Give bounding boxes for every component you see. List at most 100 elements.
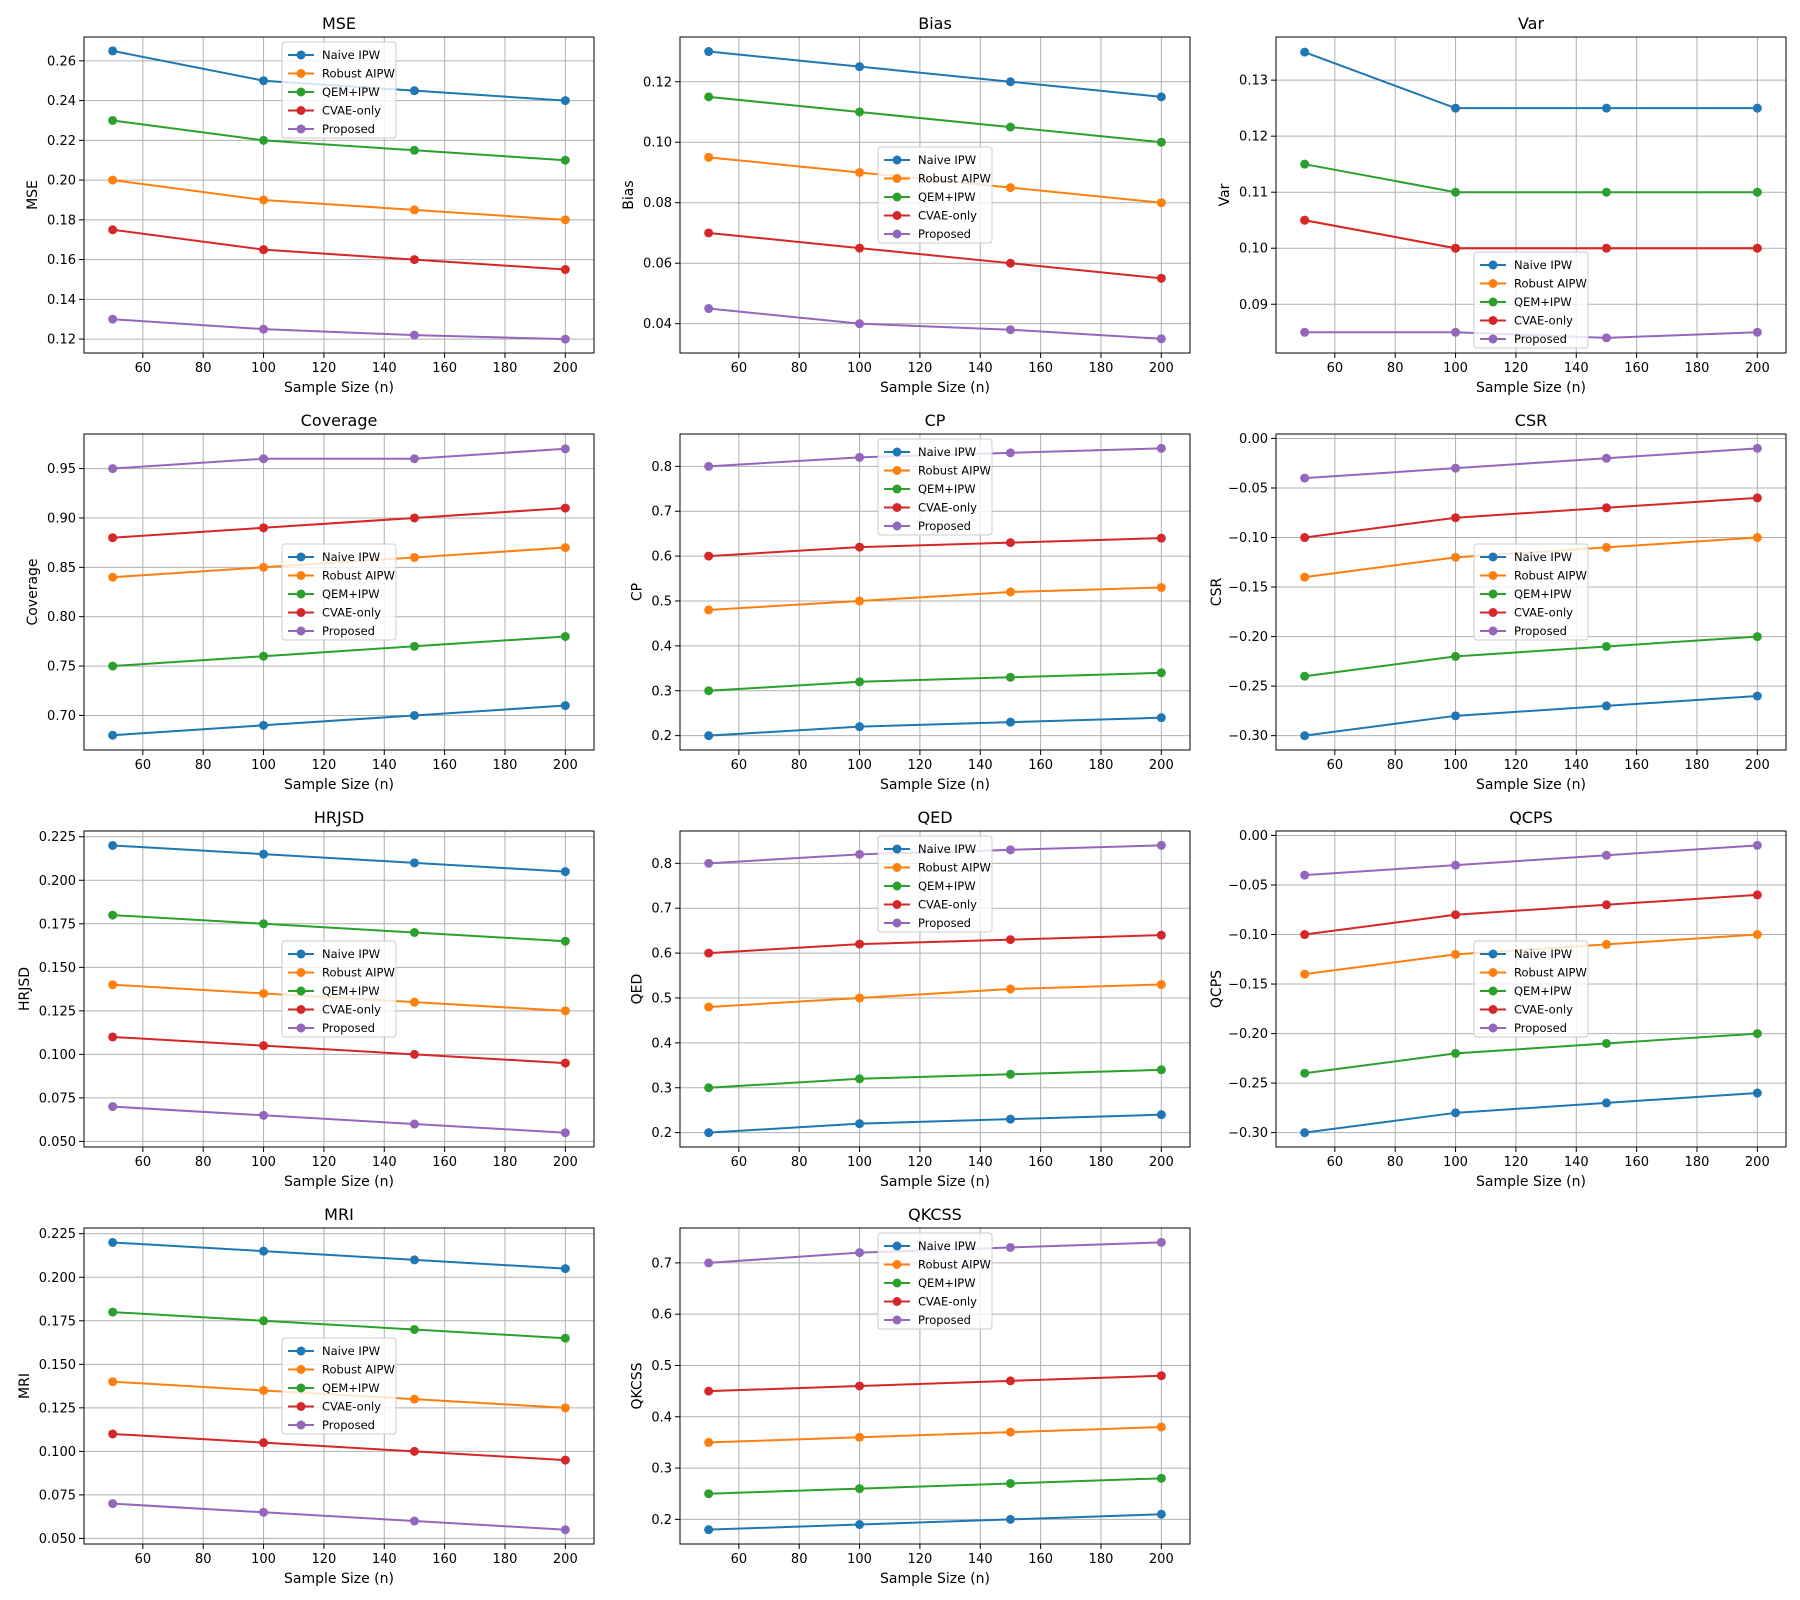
chart-qkcss-legend-marker-robust-aipw [892, 1260, 902, 1269]
chart-cp-legend-box [877, 438, 993, 536]
chart-coverage-series-cvae-only-point [259, 523, 269, 533]
chart-mri-series-cvae-only-point [409, 1446, 419, 1456]
chart-var-series-qem-ipw-line [1304, 163, 1758, 194]
chart-cp-axes-frame [679, 433, 1191, 751]
chart-mri-series-proposed-point [560, 1525, 570, 1535]
chart-mri-series-naive-ipw-point [259, 1246, 269, 1256]
chart-cp-x-tick-label: 200 [1149, 758, 1174, 773]
chart-hrjsd-y-tick-label: 0.225 [39, 830, 76, 845]
chart-qed-series-qem-ipw-point [1156, 1065, 1166, 1075]
chart-qkcss-series-robust-aipw-point [704, 1437, 714, 1447]
chart-var-legend-marker-proposed [1488, 334, 1498, 344]
chart-qcps-series-naive-ipw-point [1601, 1098, 1611, 1108]
chart-hrjsd-series-proposed-point [560, 1128, 570, 1138]
chart-coverage-legend-marker-naive-ipw [296, 552, 306, 562]
chart-var-series-proposed-point [1752, 327, 1762, 337]
chart-csr-series-cvae-only-point [1601, 503, 1611, 513]
chart-qkcss-legend-box [877, 1232, 993, 1330]
chart-mri-series-cvae-only-point [560, 1455, 570, 1465]
chart-cp-series-robust-aipw-point [855, 596, 865, 606]
chart-mse-legend-marker-robust-aipw [296, 69, 306, 78]
chart-qcps-series-qem-ipw-point [1451, 1048, 1461, 1058]
chart-qed-legend-marker-qem-ipw [892, 881, 902, 891]
chart-bias-series-qem-ipw-line [708, 95, 1162, 144]
chart-mri-series-proposed-point [409, 1516, 419, 1526]
chart-qkcss-legend-label-qem-ipw: QEM+IPW [918, 1276, 976, 1290]
chart-csr-legend-marker-proposed [1488, 626, 1498, 636]
chart-mri: 60 80 100 120 140 160 180 200 0.050 0.075 0.100 0.1… [17, 1205, 595, 1587]
chart-qcps-series-cvae-only-line [1304, 893, 1758, 936]
chart-var: 60 80 100 120 140 160 180 200 0.09 0.10 0.11 0.12 0.… [1217, 14, 1787, 396]
chart-csr-legend-box [1473, 543, 1589, 641]
chart-hrjsd-x-tick-label: 120 [311, 1155, 336, 1170]
chart-mri-legend-label-robust-aipw: Robust AIPW [322, 1363, 395, 1377]
chart-bias-x-tick-label: 160 [1028, 361, 1053, 376]
chart-coverage-series-cvae-only-line [112, 507, 566, 539]
chart-coverage-y-tick-label: 0.70 [47, 709, 76, 724]
chart-hrjsd-y-tick-label: 0.050 [39, 1135, 76, 1150]
chart-qcps-legend-marker-proposed [1488, 1023, 1498, 1033]
chart-mse-y-tick-label: 0.16 [47, 253, 76, 268]
chart-bias-y-axis-label: Bias [621, 180, 637, 209]
chart-var-series-cvae-only-point [1451, 243, 1461, 253]
chart-var-series-proposed-point [1451, 327, 1461, 337]
chart-bias-series-qem-ipw-point [855, 107, 865, 117]
chart-csr-series-proposed-point [1752, 443, 1762, 453]
chart-qcps-y-tick-label: −0.10 [1228, 928, 1268, 943]
chart-cp-series-cvae-only-point [1156, 533, 1166, 543]
chart-hrjsd-x-tick-label: 180 [493, 1155, 518, 1170]
chart-qcps: 60 80 100 120 140 160 180 200 −0.30 −0.25 −0.20 −0.… [1209, 808, 1787, 1190]
chart-qcps-x-tick-label: 200 [1745, 1155, 1770, 1170]
chart-coverage-legend-label-naive-ipw: Naive IPW [322, 550, 380, 564]
chart-mri-series-robust-aipw-point [409, 1394, 419, 1404]
chart-hrjsd-series-proposed-line [112, 1105, 566, 1134]
chart-qcps-x-tick-label: 140 [1564, 1155, 1589, 1170]
chart-hrjsd-legend-label-cvae-only: CVAE-only [322, 1003, 381, 1017]
chart-bias-y-tick-label: 0.08 [643, 196, 672, 211]
chart-coverage-series-cvae-only-point [108, 533, 118, 543]
chart-qcps-series-qem-ipw-point [1752, 1029, 1762, 1039]
chart-csr-legend-marker-cvae-only [1488, 608, 1498, 617]
chart-qkcss-legend-marker-naive-ipw [892, 1241, 902, 1251]
chart-qkcss-y-tick-label: 0.4 [651, 1410, 672, 1425]
chart-csr-series-qem-ipw-point [1601, 641, 1611, 651]
chart-csr-series-cvae-only-point [1451, 513, 1461, 523]
chart-csr-series-proposed-point [1451, 463, 1461, 473]
chart-qkcss-x-tick-label: 140 [968, 1552, 993, 1567]
chart-coverage-legend-marker-robust-aipw [296, 571, 306, 580]
chart-bias-y-tick-label: 0.06 [643, 257, 672, 272]
chart-cp-series-naive-ipw-point [855, 722, 865, 732]
chart-coverage-y-axis-label: Coverage [25, 558, 41, 625]
chart-coverage-x-tick-label: 100 [251, 758, 276, 773]
chart-hrjsd-series-naive-ipw-line [112, 844, 566, 873]
chart-mse-y-tick-label: 0.26 [47, 54, 76, 69]
chart-qed-legend-label-cvae-only: CVAE-only [918, 898, 977, 912]
chart-mse-series-robust-aipw-line [112, 179, 566, 221]
chart-qcps-x-tick-label: 60 [1327, 1155, 1344, 1170]
chart-csr-y-tick-label: −0.10 [1228, 531, 1268, 546]
chart-hrjsd-series-naive-ipw-point [259, 849, 269, 859]
chart-hrjsd-y-tick-label: 0.125 [39, 1004, 76, 1019]
chart-bias-series-cvae-only-point [1005, 258, 1015, 268]
chart-qcps-series-qem-ipw-point [1300, 1068, 1310, 1078]
chart-hrjsd-legend-marker-proposed [296, 1023, 306, 1033]
chart-bias-legend-label-qem-ipw: QEM+IPW [918, 190, 976, 204]
chart-coverage-series-naive-ipw-point [560, 701, 570, 711]
chart-qed-series-cvae-only-point [1005, 935, 1015, 945]
chart-hrjsd-x-tick-label: 160 [432, 1155, 457, 1170]
chart-qed-series-naive-ipw-point [855, 1119, 865, 1129]
chart-mse-legend: Naive IPW Robust AIPW QEM+IPW CVAE-only Prop… [281, 41, 397, 139]
chart-qed-legend-marker-cvae-only [892, 900, 902, 909]
chart-var-y-tick-label: 0.10 [1239, 242, 1268, 257]
chart-qcps-x-tick-label: 120 [1503, 1155, 1528, 1170]
chart-mse-legend-label-qem-ipw: QEM+IPW [322, 85, 380, 99]
chart-mri-axes-frame [83, 1227, 595, 1545]
chart-qcps-legend-box [1473, 940, 1589, 1038]
chart-qcps-legend-label-robust-aipw: Robust AIPW [1514, 966, 1587, 980]
chart-csr-series-cvae-only-point [1752, 493, 1762, 503]
chart-bias-legend-marker-naive-ipw [892, 155, 902, 165]
chart-csr-y-tick-label: −0.25 [1228, 680, 1268, 695]
chart-qkcss-y-tick-label: 0.3 [651, 1462, 672, 1477]
chart-csr-x-tick-label: 140 [1564, 758, 1589, 773]
chart-qed-legend-marker-proposed [892, 918, 902, 928]
